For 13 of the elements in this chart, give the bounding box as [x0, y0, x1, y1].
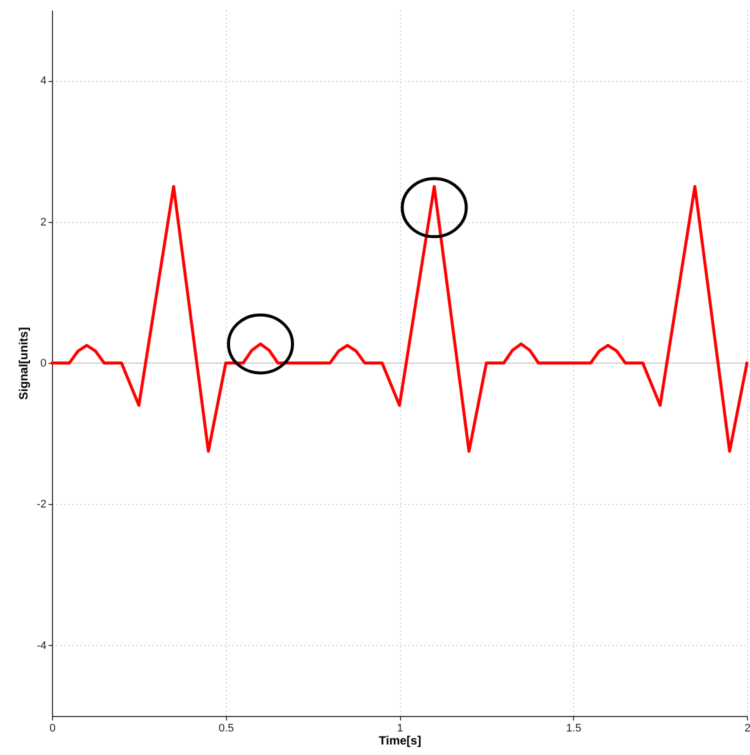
y-tick-label: -4 [36, 640, 46, 652]
x-tick-label: 1 [396, 722, 404, 734]
y-tick-label: 2 [40, 216, 46, 228]
y-axis-title: Signal[units] [16, 327, 31, 400]
y-tick-label: 4 [40, 75, 46, 88]
x-tick-label: 2 [744, 722, 750, 734]
x-axis-title: Time[s] [378, 734, 422, 748]
x-tick-label: 0 [49, 722, 56, 734]
x-tick-label: 0.5 [218, 722, 234, 734]
line-series [50, 185, 748, 453]
x-tick-label: 1.5 [566, 722, 582, 734]
y-tick-label: 0 [40, 358, 46, 370]
y-tick-label: -2 [36, 498, 46, 511]
